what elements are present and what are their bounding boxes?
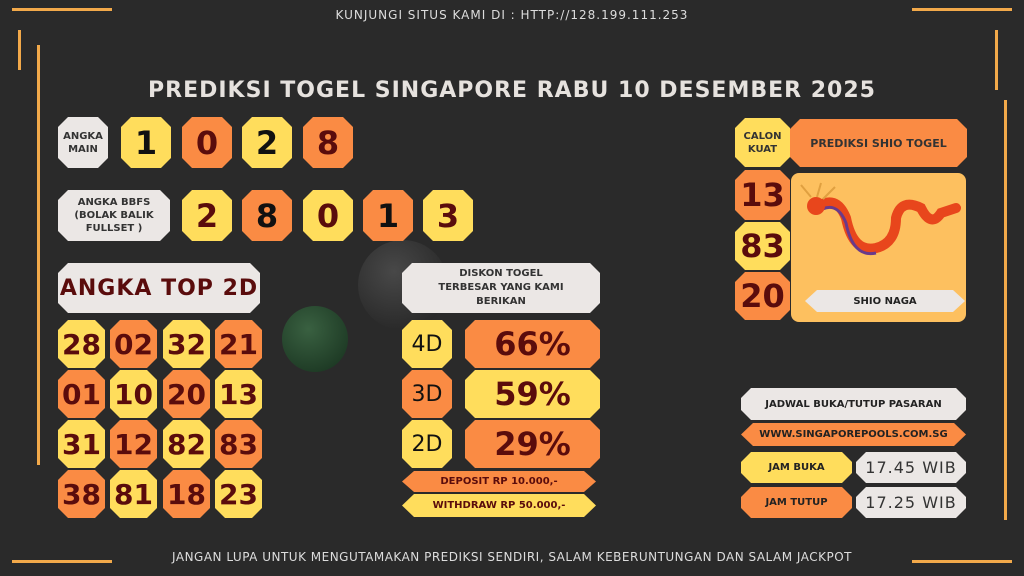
- top2d-number: 83: [215, 420, 262, 468]
- angka-main-digit: 0: [182, 117, 232, 168]
- calon-kuat-label: CALON KUAT: [735, 118, 790, 167]
- frame-line: [995, 30, 998, 90]
- frame-line: [912, 8, 1012, 11]
- top2d-title: ANGKA TOP 2D: [58, 263, 260, 313]
- bbfs-digit: 2: [182, 190, 232, 241]
- jam-tutup-value: 17.25 WIB: [856, 487, 966, 518]
- top2d-number: 38: [58, 470, 105, 518]
- top2d-number: 81: [110, 470, 157, 518]
- top2d-number: 13: [215, 370, 262, 418]
- top2d-number: 23: [215, 470, 262, 518]
- diskon-value-4d: 66%: [465, 320, 600, 368]
- top2d-number: 12: [110, 420, 157, 468]
- frame-line: [37, 45, 40, 465]
- diskon-value-3d: 59%: [465, 370, 600, 418]
- diskon-title: DISKON TOGEL TERBESAR YANG KAMI BERIKAN: [402, 263, 600, 313]
- bbfs-digit: 3: [423, 190, 473, 241]
- bbfs-label: ANGKA BBFS (BOLAK BALIK FULLSET ): [58, 190, 170, 241]
- diskon-label-3d: 3D: [402, 370, 452, 418]
- diskon-value-2d: 29%: [465, 420, 600, 468]
- diskon-label-2d: 2D: [402, 420, 452, 468]
- jam-buka-value: 17.45 WIB: [856, 452, 966, 483]
- angka-main-label: ANGKA MAIN: [58, 117, 108, 168]
- page-title: PREDIKSI TOGEL SINGAPORE RABU 10 DESEMBE…: [148, 78, 876, 103]
- frame-line: [18, 30, 21, 70]
- top2d-number: 82: [163, 420, 210, 468]
- dragon-icon: [800, 182, 961, 256]
- jadwal-title: JADWAL BUKA/TUTUP PASARAN: [741, 388, 966, 420]
- frame-line: [912, 560, 1012, 563]
- calon-number: 83: [735, 222, 790, 270]
- angka-main-digit: 2: [242, 117, 292, 168]
- bbfs-digit: 0: [303, 190, 353, 241]
- bbfs-digit: 1: [363, 190, 413, 241]
- angka-main-digit: 1: [121, 117, 171, 168]
- jam-tutup-label: JAM TUTUP: [741, 487, 852, 518]
- top2d-number: 01: [58, 370, 105, 418]
- top2d-number: 18: [163, 470, 210, 518]
- top2d-number: 02: [110, 320, 157, 368]
- top2d-number: 10: [110, 370, 157, 418]
- frame-line: [12, 560, 112, 563]
- jam-buka-label: JAM BUKA: [741, 452, 852, 483]
- singaporepools-link[interactable]: WWW.SINGAPOREPOOLS.COM.SG: [741, 423, 966, 446]
- deposit-info: DEPOSIT RP 10.000,-: [402, 471, 596, 492]
- visit-text: KUNJUNGI SITUS KAMI DI : HTTP://128.199.…: [335, 8, 689, 22]
- top2d-number: 21: [215, 320, 262, 368]
- top2d-number: 32: [163, 320, 210, 368]
- diskon-label-4d: 4D: [402, 320, 452, 368]
- bbfs-digit: 8: [242, 190, 292, 241]
- calon-number: 13: [735, 170, 790, 220]
- top2d-number: 31: [58, 420, 105, 468]
- withdraw-info: WITHDRAW RP 50.000,-: [402, 494, 596, 517]
- billiard-ball-decoration: [282, 306, 348, 372]
- frame-line: [12, 8, 112, 11]
- angka-main-digit: 8: [303, 117, 353, 168]
- footer-text: JANGAN LUPA UNTUK MENGUTAMAKAN PREDIKSI …: [172, 550, 852, 564]
- frame-line: [1004, 100, 1007, 520]
- shio-title: PREDIKSI SHIO TOGEL: [790, 119, 967, 167]
- top2d-number: 20: [163, 370, 210, 418]
- top2d-number: 28: [58, 320, 105, 368]
- shio-name: SHIO NAGA: [805, 290, 965, 312]
- calon-number: 20: [735, 272, 790, 320]
